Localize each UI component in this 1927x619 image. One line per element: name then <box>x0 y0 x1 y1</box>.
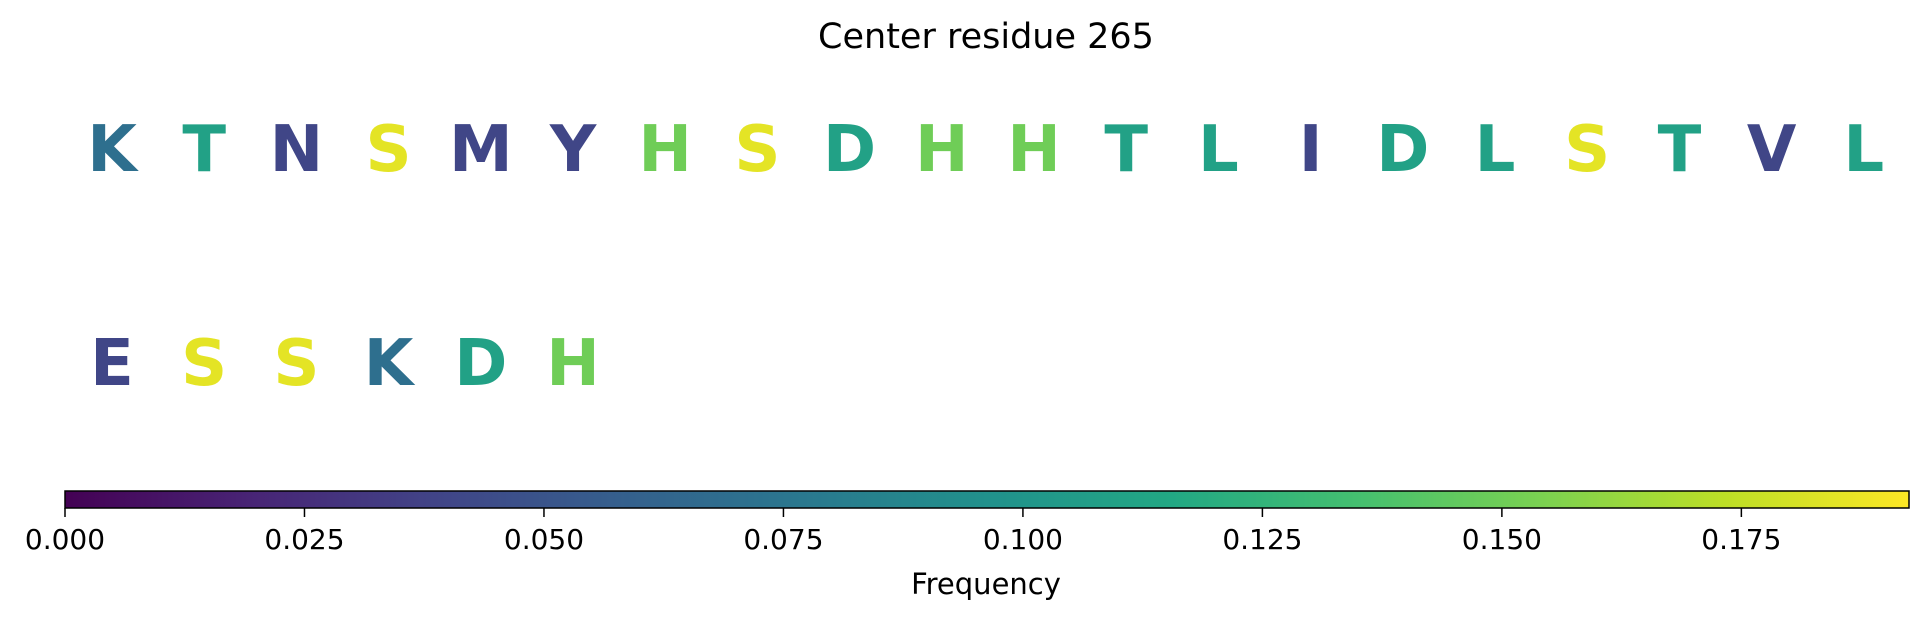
residue-letter: K <box>364 327 416 401</box>
residue-letter: L <box>1198 113 1239 187</box>
residue-letter: H <box>1007 113 1061 187</box>
colorbar-tick-label: 0.050 <box>504 523 584 556</box>
colorbar-tick-label: 0.075 <box>743 523 823 556</box>
colorbar-frame <box>64 490 1910 509</box>
residue-letter: H <box>638 113 692 187</box>
colorbar-tick-label: 0.150 <box>1462 523 1542 556</box>
colorbar-ticks: 0.000 0.025 0.050 0.075 0.100 0.125 0.150 0.175 <box>25 508 1781 556</box>
residue-letter: E <box>90 327 134 401</box>
colorbar-tick-label: 0.000 <box>25 523 105 556</box>
residue-letter: D <box>823 113 876 187</box>
colorbar-tick-label: 0.100 <box>983 523 1063 556</box>
residue-letter: S <box>181 327 227 401</box>
residue-letter: S <box>1564 113 1610 187</box>
colorbar-tick-label: 0.175 <box>1701 523 1781 556</box>
colorbar-label: Frequency <box>911 567 1061 601</box>
chart-title: Center residue 265 <box>818 17 1154 57</box>
colorbar-gradient <box>65 491 1909 508</box>
residue-letter: M <box>449 113 513 187</box>
residue-grid: K T N S M Y H S D H H T L I D L S T V LE S S K D H <box>87 113 1884 401</box>
residue-letter: S <box>734 113 780 187</box>
residue-letter: T <box>1104 113 1148 187</box>
residue-letter: S <box>273 327 319 401</box>
residue-letter: L <box>1475 113 1516 187</box>
residue-letter: D <box>1376 113 1429 187</box>
residue-letter: H <box>546 327 600 401</box>
residue-letter: T <box>182 113 226 187</box>
colorbar-tick-label: 0.125 <box>1222 523 1302 556</box>
residue-letter: Y <box>549 113 597 187</box>
residue-letter: K <box>87 113 139 187</box>
residue-letter: V <box>1747 113 1797 187</box>
residue-letter: T <box>1658 113 1702 187</box>
residue-letter: D <box>454 327 507 401</box>
residue-letter: N <box>270 113 324 187</box>
residue-letter: I <box>1299 113 1323 187</box>
residue-letter: H <box>915 113 969 187</box>
residue-letter: L <box>1843 113 1884 187</box>
colorbar-tick-label: 0.025 <box>264 523 344 556</box>
residue-letter: S <box>366 113 412 187</box>
colorbar: 0.000 0.025 0.050 0.075 0.100 0.125 0.150 0.175… <box>25 490 1910 601</box>
